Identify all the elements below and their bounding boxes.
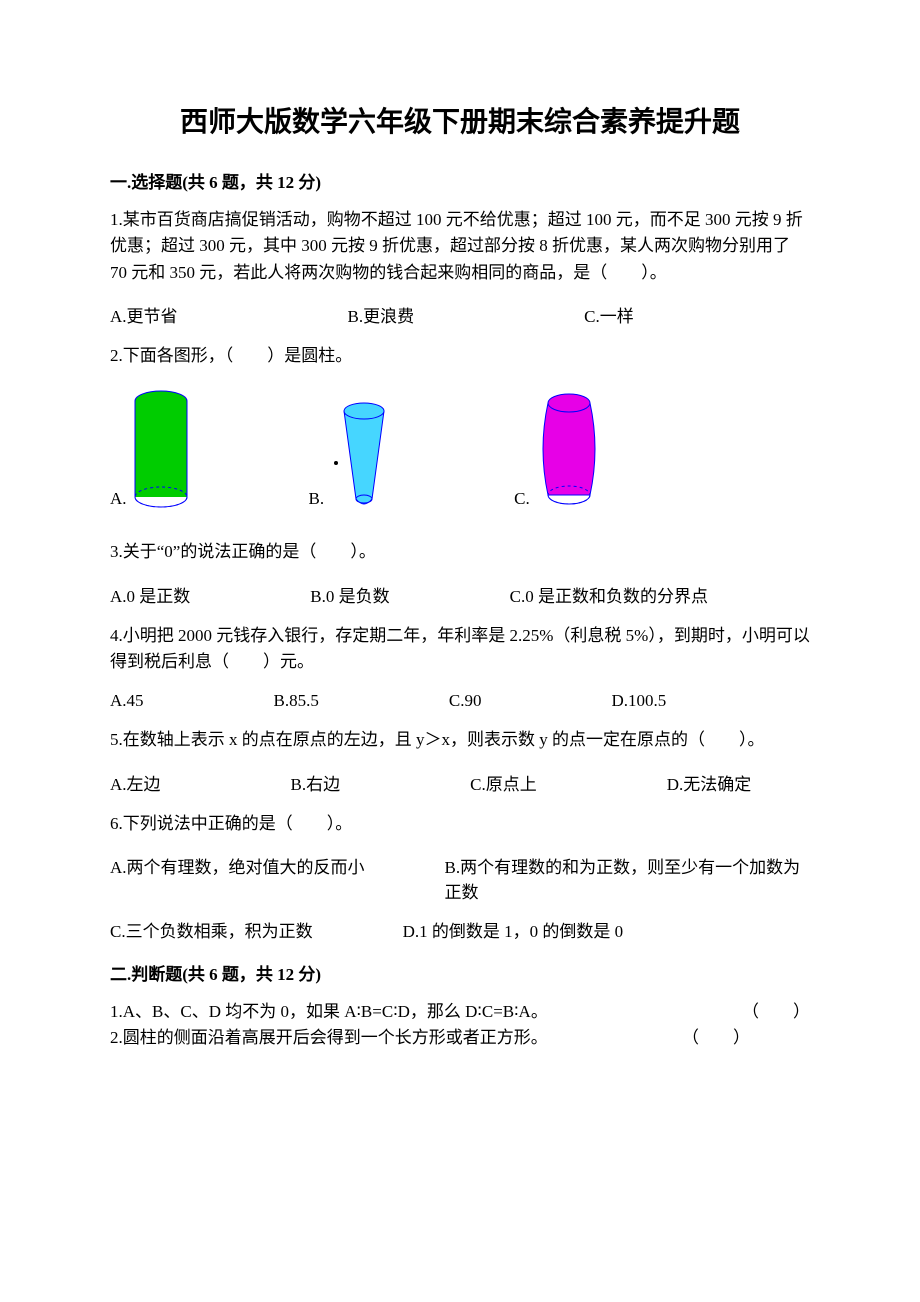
q3-text: 3.关于“0”的说法正确的是（ ）。 (110, 539, 810, 565)
q4-opt-b: B.85.5 (274, 691, 319, 711)
barrel-icon (536, 389, 602, 509)
tf2-row: 2.圆柱的侧面沿着高展开后会得到一个长方形或者正方形。 （ ） (110, 1025, 810, 1051)
q3-opt-c: C.0 是正数和负数的分界点 (510, 582, 708, 607)
q2-label-a: A. (110, 489, 127, 509)
q5-opt-b: B.右边 (291, 770, 341, 795)
q4-options: A.45 B.85.5 C.90 D.100.5 (110, 691, 810, 711)
q6-opt-d: D.1 的倒数是 1，0 的倒数是 0 (403, 917, 624, 942)
q2-shape-b: B. (309, 399, 395, 509)
q1-opt-c: C.一样 (584, 302, 634, 327)
q2-label-c: C. (514, 489, 530, 509)
q4-opt-c: C.90 (449, 691, 482, 711)
section-tf-header: 二.判断题(共 6 题，共 12 分) (110, 960, 810, 985)
cone-icon (330, 399, 394, 509)
q2-shape-a: A. (110, 389, 189, 509)
q4-opt-a: A.45 (110, 691, 144, 711)
q5-text: 5.在数轴上表示 x 的点在原点的左边，且 y＞x，则表示数 y 的点一定在原点… (110, 727, 810, 753)
q4-text: 4.小明把 2000 元钱存入银行，存定期二年，年利率是 2.25%（利息税 5… (110, 623, 810, 676)
q2-shape-c: C. (514, 389, 602, 509)
q1-opt-a: A.更节省 (110, 302, 178, 327)
q6-opt-a: A.两个有理数，绝对值大的反而小 (110, 853, 365, 903)
q5-options: A.左边 B.右边 C.原点上 D.无法确定 (110, 770, 810, 795)
q6-options-row2: C.三个负数相乘，积为正数 D.1 的倒数是 1，0 的倒数是 0 (110, 917, 810, 942)
q1-opt-b: B.更浪费 (348, 302, 415, 327)
q1-options: A.更节省 B.更浪费 C.一样 (110, 302, 810, 327)
q2-shapes: A. B. C. (110, 389, 810, 509)
q3-opt-b: B.0 是负数 (310, 582, 389, 607)
tf2-blank: （ ） (682, 1025, 750, 1051)
q2-label-b: B. (309, 489, 325, 509)
cylinder-icon (133, 389, 189, 509)
q4-opt-d: D.100.5 (611, 691, 666, 711)
tf2-text: 2.圆柱的侧面沿着高展开后会得到一个长方形或者正方形。 (110, 1025, 548, 1051)
q6-opt-b: B.两个有理数的和为正数，则至少有一个加数为正数 (445, 853, 810, 903)
tf1-row: 1.A、B、C、D 均不为 0，如果 A∶B=C∶D，那么 D∶C=B∶A。 （… (110, 999, 810, 1025)
q1-text: 1.某市百货商店搞促销活动，购物不超过 100 元不给优惠；超过 100 元，而… (110, 207, 810, 286)
q6-opt-c: C.三个负数相乘，积为正数 (110, 917, 313, 942)
q5-opt-d: D.无法确定 (667, 770, 752, 795)
q3-opt-a: A.0 是正数 (110, 582, 190, 607)
page-title: 西师大版数学六年级下册期末综合素养提升题 (110, 100, 810, 140)
tf1-text: 1.A、B、C、D 均不为 0，如果 A∶B=C∶D，那么 D∶C=B∶A。 (110, 999, 548, 1025)
q5-opt-c: C.原点上 (470, 770, 537, 795)
tf1-blank: （ ） (742, 999, 810, 1025)
q5-opt-a: A.左边 (110, 770, 161, 795)
q2-text: 2.下面各图形，（ ）是圆柱。 (110, 343, 810, 369)
q6-options-row1: A.两个有理数，绝对值大的反而小 B.两个有理数的和为正数，则至少有一个加数为正… (110, 853, 810, 903)
q6-text: 6.下列说法中正确的是（ ）。 (110, 811, 810, 837)
section-mcq-header: 一.选择题(共 6 题，共 12 分) (110, 168, 810, 193)
q3-options: A.0 是正数 B.0 是负数 C.0 是正数和负数的分界点 (110, 582, 810, 607)
